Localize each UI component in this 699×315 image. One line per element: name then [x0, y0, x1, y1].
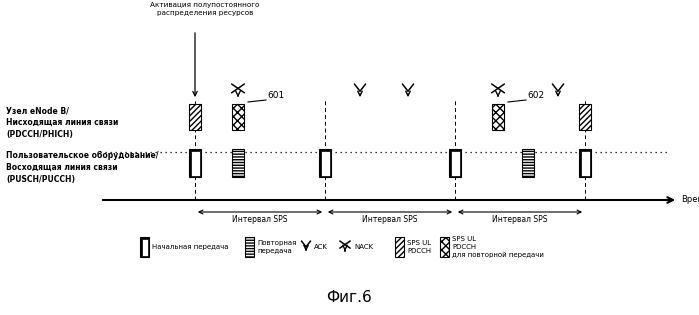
Text: ACK: ACK — [314, 244, 328, 250]
Bar — [579, 149, 591, 177]
Bar — [579, 104, 591, 130]
Bar — [140, 237, 149, 257]
Bar — [319, 149, 331, 177]
Bar — [232, 149, 244, 177]
Bar — [189, 104, 201, 130]
Bar — [492, 104, 504, 130]
Bar — [232, 104, 244, 130]
Text: 601: 601 — [267, 91, 284, 100]
Text: Пользовательское оборудование/
Восходящая линия связи
(PUSCH/PUCCH): Пользовательское оборудование/ Восходяща… — [6, 151, 159, 184]
Bar — [449, 149, 461, 177]
Bar — [191, 151, 199, 175]
Text: Интервал SPS: Интервал SPS — [232, 215, 288, 224]
Text: SPS UL
PDCCH: SPS UL PDCCH — [407, 240, 431, 254]
Bar — [580, 151, 589, 175]
Bar — [141, 238, 147, 255]
Text: Интервал SPS: Интервал SPS — [492, 215, 548, 224]
Text: Активация полупостоянного
распределения ресурсов: Активация полупостоянного распределения … — [150, 2, 260, 15]
Text: Интервал SPS: Интервал SPS — [362, 215, 418, 224]
Bar — [450, 151, 459, 175]
Text: NACK: NACK — [354, 244, 373, 250]
Text: Начальная передача: Начальная передача — [152, 244, 229, 250]
Bar — [321, 151, 329, 175]
Text: Повторная
передача: Повторная передача — [257, 240, 296, 254]
Text: Время: Время — [681, 196, 699, 204]
Bar — [245, 237, 254, 257]
Text: Фиг.6: Фиг.6 — [326, 290, 372, 305]
Bar — [522, 149, 534, 177]
Text: 602: 602 — [527, 91, 544, 100]
Bar — [440, 237, 449, 257]
Bar — [189, 149, 201, 177]
Text: Узел eNode B/
Нисходящая линия связи
(PDCCH/PHICH): Узел eNode B/ Нисходящая линия связи (PD… — [6, 106, 118, 139]
Bar — [395, 237, 404, 257]
Text: SPS UL
PDCCH
для повторной передачи: SPS UL PDCCH для повторной передачи — [452, 236, 544, 258]
